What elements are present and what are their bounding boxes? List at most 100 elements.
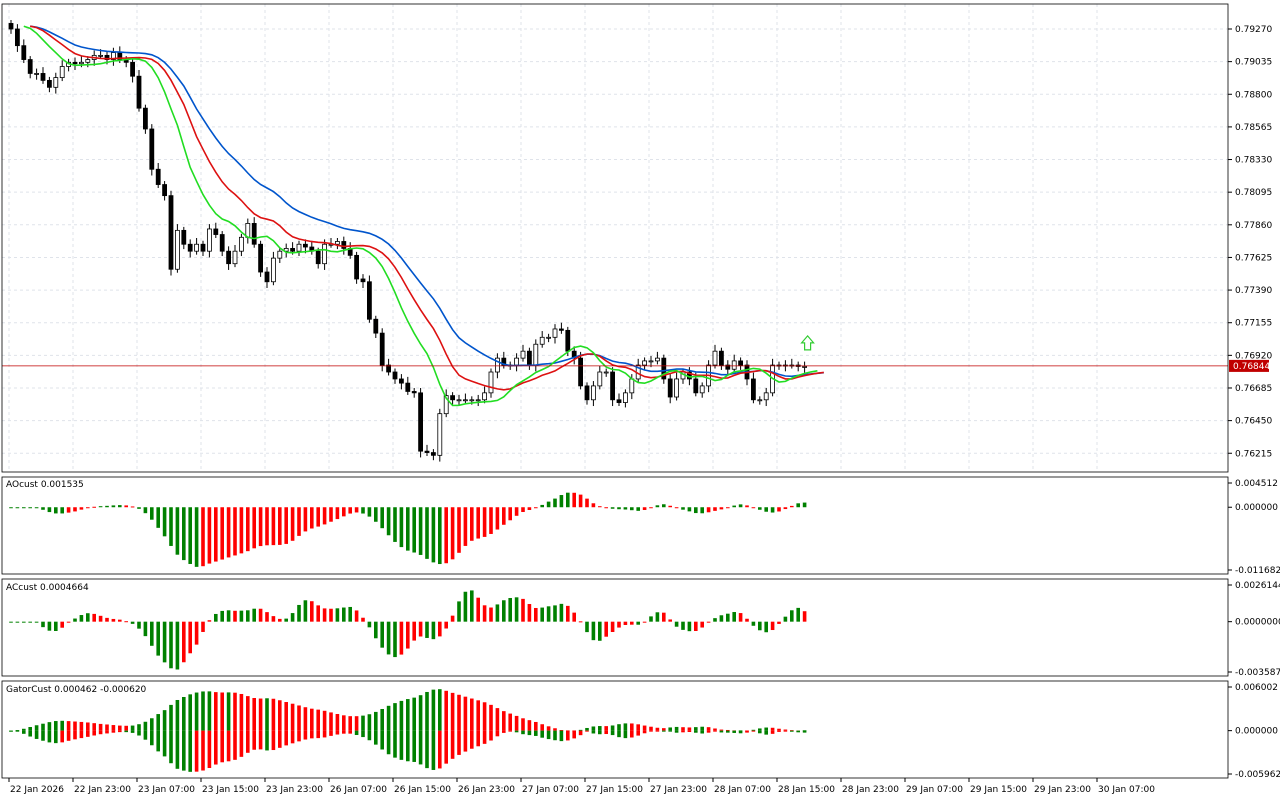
candle[interactable] <box>629 378 635 394</box>
candle[interactable] <box>712 350 718 366</box>
candle[interactable] <box>130 61 136 77</box>
candle[interactable] <box>725 364 731 370</box>
candle[interactable] <box>424 450 430 453</box>
candle[interactable] <box>168 195 174 270</box>
candle[interactable] <box>546 336 551 339</box>
candle[interactable] <box>226 250 232 265</box>
candle[interactable] <box>520 350 526 359</box>
candle[interactable] <box>610 371 615 401</box>
candle[interactable] <box>8 23 14 30</box>
candle[interactable] <box>155 168 161 185</box>
candle[interactable] <box>674 378 679 398</box>
candle[interactable] <box>514 357 519 366</box>
candle[interactable] <box>411 391 417 394</box>
candle[interactable] <box>40 73 46 81</box>
candle[interactable] <box>111 52 116 60</box>
candle[interactable] <box>642 360 647 366</box>
candle[interactable] <box>398 378 404 384</box>
candle[interactable] <box>616 399 622 403</box>
candle[interactable] <box>136 75 142 109</box>
candle[interactable] <box>763 392 769 401</box>
candle[interactable] <box>591 385 596 401</box>
candle[interactable] <box>174 229 180 270</box>
candle[interactable] <box>322 243 328 265</box>
candle[interactable] <box>386 364 392 373</box>
candle[interactable] <box>238 236 244 252</box>
candle[interactable] <box>623 392 628 403</box>
candle[interactable] <box>475 399 481 402</box>
candle[interactable] <box>738 360 743 366</box>
candle[interactable] <box>539 336 545 345</box>
candle[interactable] <box>418 392 424 452</box>
candle[interactable] <box>552 328 558 338</box>
candle[interactable] <box>437 413 443 456</box>
candle[interactable] <box>379 332 385 366</box>
candle[interactable] <box>290 248 296 252</box>
candle[interactable] <box>296 243 302 252</box>
candle[interactable] <box>462 399 468 402</box>
candle[interactable] <box>149 128 155 170</box>
candle[interactable] <box>21 45 27 60</box>
ac-pane[interactable]: 0.0026144 0.0000000 -0.0035877 ACcust 0.000… <box>1 578 1280 678</box>
candle[interactable] <box>488 371 494 394</box>
candle[interactable] <box>482 392 488 401</box>
candle[interactable] <box>661 357 667 380</box>
candle[interactable] <box>603 371 609 374</box>
candle[interactable] <box>655 357 660 362</box>
candle[interactable] <box>27 59 33 74</box>
candle[interactable] <box>59 66 65 79</box>
candle[interactable] <box>264 271 270 283</box>
candle[interactable] <box>731 360 737 370</box>
candle[interactable] <box>597 371 603 387</box>
ao-pane[interactable]: 0.004512 0.000000 -0.011682 AOcust 0.001535 <box>1 476 1280 576</box>
candle[interactable] <box>194 243 200 252</box>
candle[interactable] <box>98 54 103 57</box>
candle[interactable] <box>213 228 219 235</box>
candle[interactable] <box>258 243 264 273</box>
candle[interactable] <box>34 73 39 75</box>
candle[interactable] <box>251 223 257 245</box>
candle[interactable] <box>360 278 366 283</box>
candle[interactable] <box>53 77 59 88</box>
candle[interactable] <box>72 61 78 65</box>
candle[interactable] <box>277 250 283 259</box>
candle[interactable] <box>648 360 654 363</box>
candle[interactable] <box>494 357 500 373</box>
candle[interactable] <box>456 399 462 402</box>
candle[interactable] <box>366 281 372 320</box>
candle[interactable] <box>315 250 321 265</box>
candle[interactable] <box>578 357 583 387</box>
candle[interactable] <box>373 318 379 334</box>
candle[interactable] <box>162 184 168 197</box>
candle[interactable] <box>334 241 340 245</box>
candle[interactable] <box>181 229 187 245</box>
candle[interactable] <box>533 343 539 366</box>
candle[interactable] <box>693 378 699 394</box>
candle[interactable] <box>450 395 456 401</box>
candle[interactable] <box>14 28 20 47</box>
candle[interactable] <box>219 234 225 252</box>
price-pane[interactable]: 0.79270 0.79035 0.78800 0.78565 0.78330 0.780… <box>1 3 1272 473</box>
candle[interactable] <box>430 452 436 456</box>
candle[interactable] <box>79 61 84 65</box>
candle[interactable] <box>699 385 705 394</box>
candle[interactable] <box>270 257 276 283</box>
candle[interactable] <box>200 243 206 252</box>
candle[interactable] <box>354 254 360 280</box>
candle[interactable] <box>559 328 564 331</box>
candle[interactable] <box>757 399 763 402</box>
candle[interactable] <box>104 54 110 60</box>
candle[interactable] <box>469 399 475 402</box>
candle[interactable] <box>802 366 807 368</box>
gator-pane[interactable]: 0.006002 0.000000 -0.005962 GatorCust 0.000… <box>1 680 1280 780</box>
candle[interactable] <box>667 378 673 398</box>
candle[interactable] <box>283 248 289 252</box>
candle[interactable] <box>584 385 590 401</box>
candle[interactable] <box>527 350 532 366</box>
candle[interactable] <box>142 107 148 130</box>
candle[interactable] <box>187 243 193 252</box>
candle[interactable] <box>341 241 347 249</box>
candle[interactable] <box>206 228 212 252</box>
candle[interactable] <box>392 371 398 380</box>
